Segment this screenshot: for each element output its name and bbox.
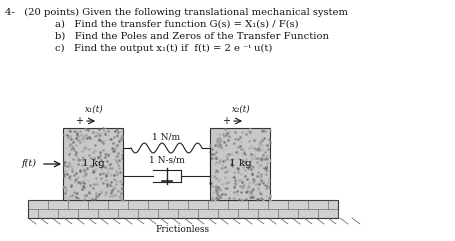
Text: Frictionless: Frictionless: [156, 225, 210, 234]
Text: a)   Find the transfer function G(s) = X₁(s) / F(s): a) Find the transfer function G(s) = X₁(…: [55, 20, 298, 29]
Text: b)   Find the Poles and Zeros of the Transfer Function: b) Find the Poles and Zeros of the Trans…: [55, 32, 329, 41]
Text: x₂(t): x₂(t): [232, 105, 250, 114]
Text: +: +: [222, 116, 230, 126]
Text: x₁(t): x₁(t): [85, 105, 103, 114]
Text: 1 N/m: 1 N/m: [152, 133, 181, 141]
Text: f(t): f(t): [22, 158, 37, 167]
Text: 1 kg: 1 kg: [228, 160, 251, 168]
Text: 1 N-s/m: 1 N-s/m: [149, 155, 184, 165]
Text: c)   Find the output x₁(t) if  f(t) = 2 e ⁻ᵗ u(t): c) Find the output x₁(t) if f(t) = 2 e ⁻…: [55, 44, 273, 53]
Bar: [210, 128, 270, 200]
Bar: [28, 200, 338, 218]
Bar: [63, 128, 123, 200]
Text: 4-   (20 points) Given the following translational mechanical system: 4- (20 points) Given the following trans…: [5, 8, 348, 17]
Text: +: +: [75, 116, 83, 126]
Text: 1 kg: 1 kg: [81, 160, 104, 168]
